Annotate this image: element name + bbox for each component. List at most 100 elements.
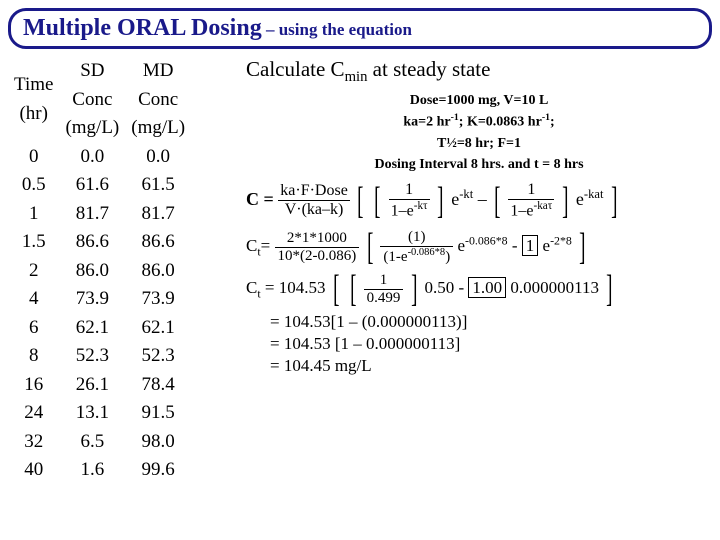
bracket-icon: ] (606, 270, 612, 308)
e2: e (576, 189, 584, 209)
d: 1–e-kτ (389, 200, 430, 220)
calc-title: Calculate Cmin at steady state (246, 57, 712, 86)
e1e: -kt (459, 187, 473, 201)
cell: 13.1 (59, 399, 125, 428)
col-time: Time(hr) (8, 57, 59, 143)
ct: C (246, 278, 257, 297)
p: ; (550, 115, 555, 130)
cell: 4 (8, 285, 59, 314)
table-row: 181.781.7 (8, 200, 191, 229)
cell: 40 (8, 456, 59, 485)
p2-boxed: 1.00 (468, 277, 506, 298)
cell: 62.1 (125, 314, 191, 343)
p1: 0.50 - (424, 278, 464, 297)
table-row: 662.162.1 (8, 314, 191, 343)
e2: e (543, 236, 551, 255)
bracket-icon: [ (367, 228, 373, 266)
frac3: 11–e-kaτ (508, 181, 554, 220)
cell: 73.9 (125, 285, 191, 314)
table-row: 286.086.0 (8, 257, 191, 286)
col-sd: SDConc(mg/L) (59, 57, 125, 143)
r: = 104.53 (261, 278, 326, 297)
e2e: -kat (584, 187, 604, 201)
sf1: 2*1*100010*(2-0.086) (275, 230, 360, 265)
param-l3: T½=8 hr; F=1 (246, 133, 712, 154)
result-line-3: = 104.45 mg/L (270, 356, 712, 376)
n: 1 (508, 181, 554, 200)
heading-pre: Calculate C (246, 57, 345, 81)
table-block: Time(hr) SDConc(mg/L) MDConc(mg/L) 00.00… (8, 57, 238, 485)
data-table: Time(hr) SDConc(mg/L) MDConc(mg/L) 00.00… (8, 57, 191, 485)
table-row: 2413.191.5 (8, 399, 191, 428)
d: V·(ka–k) (278, 201, 350, 219)
p: -1 (542, 112, 550, 123)
cell: 62.1 (59, 314, 125, 343)
cell: 16 (8, 371, 59, 400)
cell: 99.6 (125, 456, 191, 485)
table-row: 473.973.9 (8, 285, 191, 314)
result-line-2: = 104.53 [1 – 0.000000113] (270, 334, 712, 354)
right-block: Calculate Cmin at steady state Dose=1000… (246, 57, 712, 485)
bracket-icon: [ (333, 270, 339, 308)
n: 1 (364, 272, 404, 290)
cell: 6 (8, 314, 59, 343)
bracket-icon: ] (611, 182, 617, 220)
cell: 2 (8, 257, 59, 286)
bracket-icon: ] (411, 270, 417, 308)
cell: 52.3 (59, 342, 125, 371)
one-boxed: 1 (522, 235, 539, 256)
cell: 61.5 (125, 171, 191, 200)
table-row: 401.699.6 (8, 456, 191, 485)
ct-numeric: Ct = 104.53 [ [ 10.499 ] 0.50 - 1.00 0.0… (246, 270, 712, 308)
frac2: 11–e-kτ (389, 181, 430, 220)
bracket-icon: ] (579, 228, 585, 266)
n: 2*1*1000 (275, 230, 360, 248)
table-row: 326.598.0 (8, 428, 191, 457)
cell: 1.5 (8, 228, 59, 257)
bracket-icon: [ (357, 182, 363, 220)
d: 1–e-kaτ (508, 200, 554, 220)
table-row: 1.586.686.6 (8, 228, 191, 257)
cell: 86.0 (125, 257, 191, 286)
cell: 0 (8, 143, 59, 172)
n: (1) (380, 229, 453, 247)
p3: 0.000000113 (510, 278, 599, 297)
t: -0.086*8 (408, 247, 446, 258)
t: ) (445, 249, 450, 265)
cell: 86.0 (59, 257, 125, 286)
d: (1-e-0.086*8) (380, 247, 453, 266)
bracket-icon: [ (494, 182, 500, 220)
main-equation: C = ka·F·DoseV·(ka–k) [ [ 11–e-kτ ] e-kt… (246, 181, 712, 220)
eq-c: C = (246, 189, 274, 209)
t: 1–e (391, 202, 414, 219)
sf2: (1)(1-e-0.086*8) (380, 229, 453, 266)
t: -kτ (414, 200, 428, 212)
cell: 0.5 (8, 171, 59, 200)
cell: 52.3 (125, 342, 191, 371)
cell: 1 (8, 200, 59, 229)
n: ka·F·Dose (278, 182, 350, 201)
col-md: MDConc(mg/L) (125, 57, 191, 143)
cell: 26.1 (59, 371, 125, 400)
d: 10*(2-0.086) (275, 248, 360, 265)
cell: 78.4 (125, 371, 191, 400)
params: Dose=1000 mg, V=10 L ka=2 hr-1; K=0.0863… (246, 90, 712, 175)
t: (1-e (383, 249, 407, 265)
n: 1 (389, 181, 430, 200)
cell: 1.6 (59, 456, 125, 485)
sf: 10.499 (364, 272, 404, 307)
minus: – (478, 189, 487, 209)
ct-substituted: Ct= 2*1*100010*(2-0.086) [ (1)(1-e-0.086… (246, 228, 712, 266)
heading-sub: min (345, 69, 368, 85)
cell: 6.5 (59, 428, 125, 457)
bracket-icon: ] (437, 182, 443, 220)
cell: 91.5 (125, 399, 191, 428)
t: 1–e (510, 202, 533, 219)
param-l1: Dose=1000 mg, V=10 L (246, 90, 712, 111)
eq: = (261, 236, 271, 255)
table-row: 0.561.661.5 (8, 171, 191, 200)
e1: e (457, 236, 465, 255)
cell: 32 (8, 428, 59, 457)
frac1: ka·F·DoseV·(ka–k) (278, 182, 350, 219)
title-box: Multiple ORAL Dosing – using the equatio… (8, 8, 712, 49)
